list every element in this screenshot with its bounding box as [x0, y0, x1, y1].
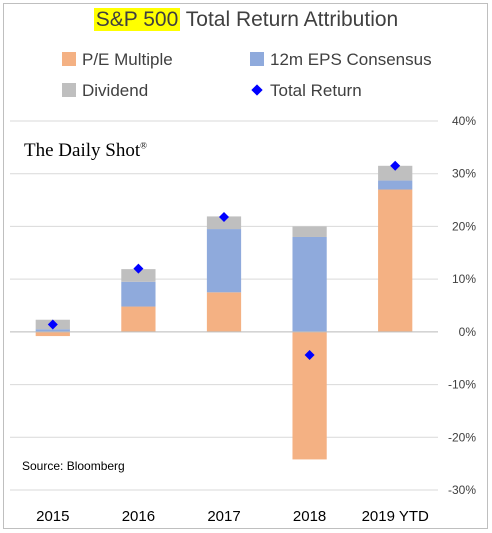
legend-label-eps: 12m EPS Consensus	[270, 50, 432, 69]
y-tick-label: -10%	[448, 378, 476, 392]
legend-label-pe: P/E Multiple	[82, 50, 173, 69]
bar-segment	[292, 226, 327, 237]
bar-segment	[378, 180, 413, 190]
x-tick-label: 2018	[293, 508, 326, 525]
total-return-marker	[133, 263, 144, 274]
x-tick-label: 2015	[36, 508, 69, 525]
total-return-marker	[47, 319, 58, 330]
bar-segment	[206, 216, 242, 230]
legend-swatch-eps	[250, 52, 264, 66]
total-return-marker	[219, 211, 229, 222]
y-tick-label: -30%	[448, 483, 476, 497]
legend-item-eps: 12m EPS Consensus	[250, 50, 432, 70]
chart-title: S&P 500 Total Return Attribution	[0, 8, 492, 32]
x-tick-label: 2017	[207, 508, 240, 525]
total-return-marker	[390, 160, 401, 171]
brand-text: The Daily Shot	[24, 140, 141, 161]
bar-segment	[121, 281, 156, 307]
chart-frame	[3, 3, 488, 529]
legend-label-dividend: Dividend	[82, 81, 149, 100]
y-tick-label: 30%	[452, 167, 476, 181]
y-tick-label: 40%	[452, 114, 476, 128]
legend-item-pe: P/E Multiple	[62, 50, 173, 70]
y-tick-label: 20%	[452, 219, 476, 233]
bar-segment	[121, 306, 156, 332]
title-rest: Total Return Attribution	[185, 8, 399, 31]
legend-swatch-dividend	[62, 83, 76, 97]
bar-segment	[378, 189, 413, 332]
bar-segment	[206, 292, 242, 332]
legend-swatch-pe	[62, 52, 76, 66]
y-tick-label: 0%	[459, 325, 477, 339]
brand-watermark: The Daily Shot®	[24, 140, 147, 162]
bar-segment	[378, 165, 413, 181]
x-tick-label: 2019 YTD	[362, 508, 429, 525]
legend-label-total: Total Return	[270, 81, 362, 100]
bar-segment	[121, 269, 156, 282]
brand-mark: ®	[140, 140, 147, 151]
bar-segment	[35, 331, 70, 337]
title-highlight: S&P 500	[93, 8, 181, 31]
source-note: Source: Bloomberg	[22, 459, 125, 473]
legend-item-total: Total Return	[250, 81, 362, 101]
y-tick-label: -20%	[448, 430, 476, 444]
bar-segment	[206, 229, 242, 293]
bar-segment	[35, 329, 70, 332]
legend-item-dividend: Dividend	[62, 81, 148, 101]
x-tick-label: 2016	[122, 508, 155, 525]
total-return-marker	[304, 350, 315, 361]
bar-segment	[292, 236, 327, 332]
y-tick-label: 10%	[452, 272, 476, 286]
